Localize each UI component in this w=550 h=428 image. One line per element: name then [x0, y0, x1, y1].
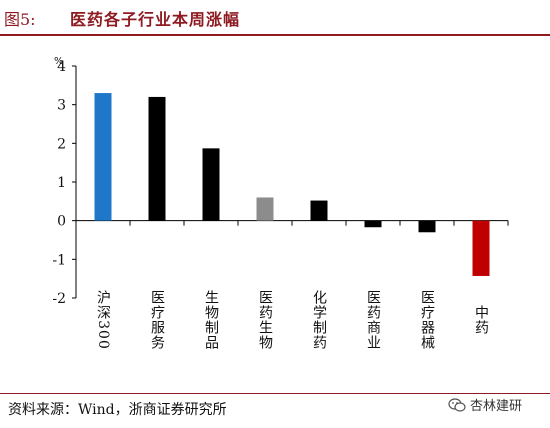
- bar: [148, 96, 166, 221]
- watermark-text: 杏林建研: [470, 399, 523, 414]
- bar: [418, 220, 436, 233]
- bar: [202, 148, 220, 221]
- category-label: 沪深300: [95, 290, 111, 350]
- category-label: 医疗服务: [149, 290, 165, 350]
- figure-label: 图5:: [4, 10, 36, 29]
- y-tick-label: 2: [57, 136, 66, 152]
- source-divider: [0, 393, 550, 394]
- category-label: 化学制药: [311, 290, 327, 350]
- y-tick-label: 4: [57, 59, 66, 75]
- category-label: 医疗器械: [419, 290, 435, 350]
- y-tick-label: 3: [57, 98, 66, 114]
- y-tick-label: -1: [52, 252, 66, 268]
- figure-header: 图5: 医药各子行业本周涨幅: [0, 0, 550, 36]
- bar: [310, 200, 328, 221]
- y-unit-label: %: [54, 56, 64, 67]
- bar: [364, 220, 382, 228]
- y-tick-label: 0: [57, 214, 66, 230]
- figure-title: 医药各子行业本周涨幅: [70, 10, 241, 29]
- bar-chart: 4 3 2 1 0 -1 -2% 沪深300 医疗服务 生物制品 医药生物 化学制药 医药商业 医疗器械 中…: [52, 56, 509, 350]
- category-label: 医药生物: [257, 290, 273, 350]
- category-label: 中药: [473, 305, 489, 335]
- y-tick-label: -2: [52, 291, 66, 307]
- category-label: 生物制品: [203, 290, 219, 350]
- bar: [472, 220, 490, 276]
- watermark: 杏林建研: [448, 395, 522, 414]
- y-tick-label: 1: [57, 175, 66, 191]
- source-note: 资料来源：Wind，浙商证券研究所: [8, 402, 227, 418]
- category-label: 医药商业: [365, 290, 381, 350]
- bar: [256, 197, 274, 221]
- bar: [94, 93, 112, 221]
- wechat-icon: [448, 397, 466, 412]
